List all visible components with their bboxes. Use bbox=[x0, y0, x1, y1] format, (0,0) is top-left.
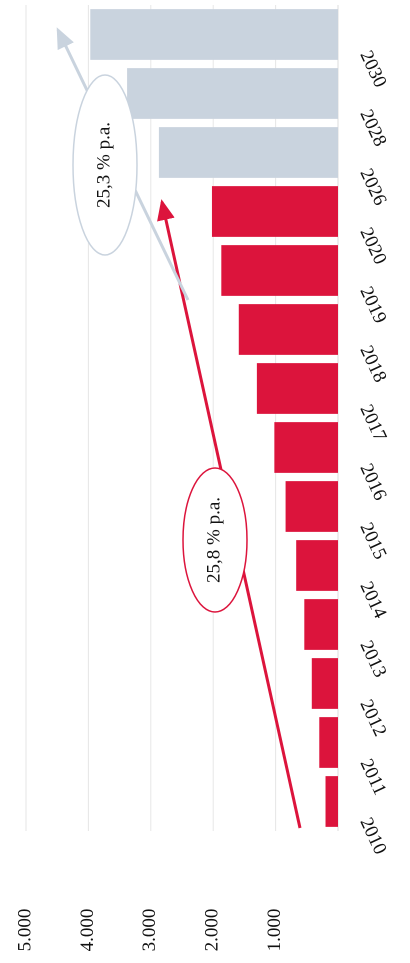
bar bbox=[221, 245, 338, 296]
bar bbox=[304, 599, 338, 650]
bar bbox=[238, 304, 338, 355]
bar bbox=[319, 717, 338, 768]
bar bbox=[274, 422, 338, 473]
y-tick-label: 4.000 bbox=[77, 909, 98, 952]
bar bbox=[158, 127, 338, 178]
annotation-ellipse bbox=[182, 467, 248, 613]
x-tick-label: 2010 bbox=[355, 814, 390, 857]
y-tick-label: 1.000 bbox=[264, 909, 285, 952]
x-tick-label: 2019 bbox=[355, 283, 390, 326]
bar bbox=[325, 776, 338, 827]
y-tick-label: 3.000 bbox=[139, 909, 160, 952]
y-tick-label: 2.000 bbox=[202, 909, 223, 952]
x-tick-label: 2011 bbox=[356, 756, 391, 799]
x-tick-label: 2016 bbox=[355, 460, 390, 503]
bar bbox=[311, 658, 338, 709]
x-tick-label: 2028 bbox=[355, 106, 390, 149]
x-tick-label: 2018 bbox=[355, 342, 390, 385]
x-tick-label: 2017 bbox=[355, 401, 390, 444]
bar bbox=[90, 9, 338, 60]
x-tick-label: 2013 bbox=[355, 637, 390, 680]
bar bbox=[296, 540, 338, 591]
annotation: 25,8 % p.a. bbox=[203, 497, 224, 583]
x-tick-label: 2020 bbox=[355, 224, 390, 267]
bar bbox=[256, 363, 338, 414]
x-tick-label: 2026 bbox=[355, 165, 390, 208]
x-tick-label: 2015 bbox=[355, 519, 390, 562]
annotation: 25,3 % p.a. bbox=[93, 122, 114, 208]
x-tick-label: 2030 bbox=[355, 47, 390, 90]
bar bbox=[285, 481, 338, 532]
annotation-ellipse bbox=[72, 74, 138, 256]
bar bbox=[211, 186, 338, 237]
x-tick-label: 2014 bbox=[355, 578, 390, 622]
y-tick-label: 5.000 bbox=[14, 909, 35, 952]
x-tick-label: 2012 bbox=[355, 696, 390, 739]
bar bbox=[127, 68, 338, 119]
